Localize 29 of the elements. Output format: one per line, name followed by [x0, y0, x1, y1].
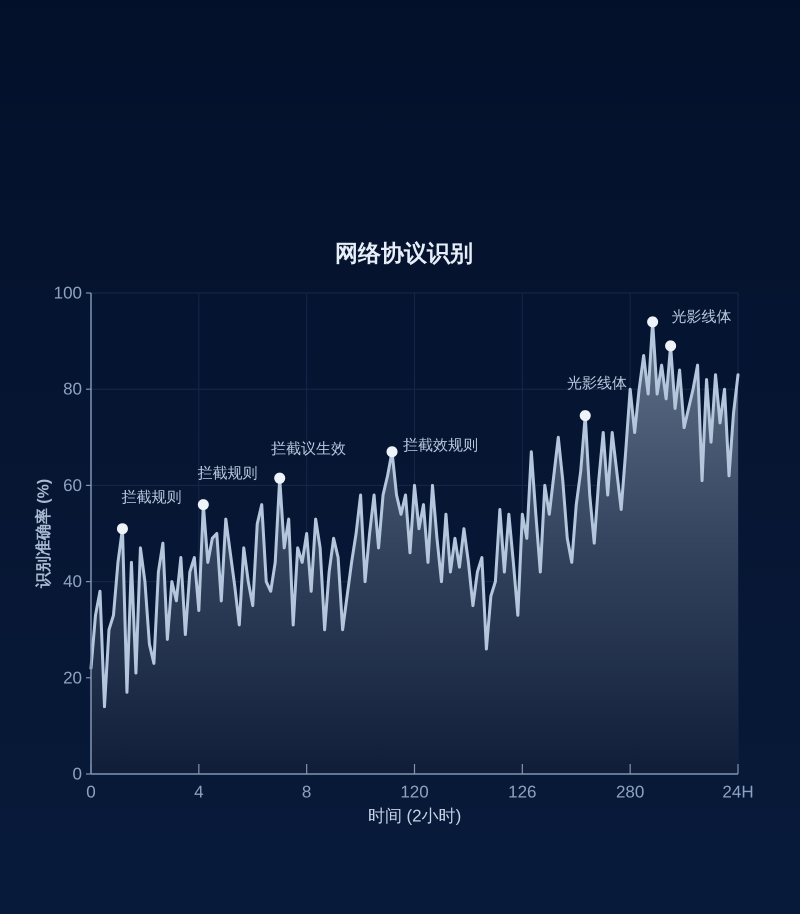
annotation: 拦截规则	[197, 465, 258, 482]
point	[116, 523, 128, 534]
y-tick-label: 20	[63, 668, 82, 688]
x-tick-label: 0	[86, 782, 96, 802]
annotation: 光影线体	[672, 308, 732, 326]
x-axis-title: 时间 (2小时)	[368, 806, 462, 826]
y-axis-title: 识别准确率 (%)	[34, 478, 52, 590]
y-tick-label: 100	[54, 284, 82, 302]
annotation: 光影线体	[567, 375, 628, 392]
point	[198, 499, 209, 510]
x-tick-label: 280	[616, 782, 644, 802]
annotation: 拦截议生效	[271, 440, 346, 458]
x-tick-label: 126	[508, 782, 537, 802]
x-tick-label: 120	[400, 782, 429, 802]
point	[647, 316, 658, 328]
annotation: 拦截效规则	[403, 437, 478, 454]
annotation: 拦截规则	[121, 489, 182, 506]
point	[274, 472, 286, 484]
point	[665, 340, 676, 352]
point	[580, 410, 591, 422]
point	[386, 446, 398, 458]
y-tick-label: 80	[63, 380, 82, 399]
y-tick-label: 0	[72, 764, 82, 784]
x-tick-label: 8	[302, 782, 312, 802]
chart-title: 网络协议识别	[335, 240, 473, 266]
x-tick-label: 4	[194, 782, 204, 802]
y-tick-label: 40	[63, 572, 82, 592]
x-tick-label: 24H	[722, 782, 754, 802]
y-tick-label: 60	[63, 476, 82, 495]
